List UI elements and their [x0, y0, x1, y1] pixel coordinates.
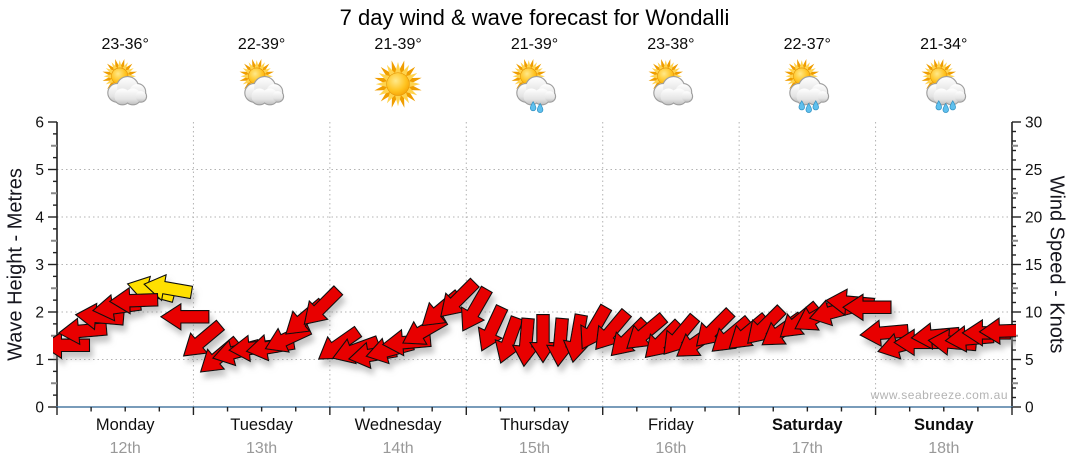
sun-cloud-icon: [193, 57, 329, 118]
day-label-monday: Monday 12th: [57, 416, 193, 466]
svg-text:25: 25: [1025, 162, 1042, 179]
temperature-range: 22-37°: [783, 36, 831, 53]
svg-text:10: 10: [1025, 305, 1043, 322]
day-column-saturday: 22-37°: [739, 36, 875, 118]
temperature-range: 23-36°: [101, 36, 149, 53]
temperature-range: 21-39°: [374, 36, 422, 53]
temperature-range: 22-39°: [237, 36, 286, 53]
day-label-thursday: Thursday 15th: [466, 416, 602, 466]
svg-text:3: 3: [35, 257, 44, 274]
day-date: 18th: [928, 440, 960, 457]
svg-text:20: 20: [1025, 210, 1043, 227]
temperature-range: 21-34°: [920, 36, 968, 53]
day-name: Sunday: [913, 416, 974, 434]
day-date: 12th: [109, 440, 141, 457]
svg-text:30: 30: [1025, 115, 1043, 132]
day-date: 15th: [518, 440, 551, 457]
day-name: Wednesday: [354, 416, 442, 434]
day-label-saturday: Saturday 17th: [739, 416, 875, 466]
day-column-friday: 23-38°: [603, 36, 739, 118]
svg-text:4: 4: [35, 210, 44, 227]
svg-text:2: 2: [35, 305, 44, 322]
sun-cloud-drizzle-icon: [466, 57, 602, 118]
sun-cloud-rain-icon: [739, 57, 875, 118]
day-label-friday: Friday 16th: [603, 416, 739, 466]
day-name: Saturday: [771, 416, 843, 434]
watermark: www.seabreeze.com.au: [870, 388, 1008, 402]
day-label-wednesday: Wednesday 14th: [330, 416, 466, 466]
svg-text:0: 0: [1025, 400, 1034, 417]
sun-cloud-icon: [603, 57, 739, 118]
day-date: 14th: [382, 440, 414, 457]
sun-cloud-icon: [57, 57, 193, 118]
day-column-monday: 23-36°: [57, 36, 193, 118]
sun-cloud-rain-icon: [876, 57, 1012, 118]
day-name: Monday: [95, 416, 155, 434]
day-date: 17th: [791, 440, 823, 457]
svg-text:1: 1: [35, 352, 44, 369]
day-column-wednesday: 21-39°: [330, 36, 466, 118]
page-title: 7 day wind & wave forecast for Wondalli: [339, 5, 730, 30]
svg-text:5: 5: [35, 162, 44, 179]
day-column-sunday: 21-34°: [876, 36, 1012, 118]
day-label-tuesday: Tuesday 13th: [193, 416, 329, 466]
sun-icon: [330, 57, 466, 118]
temperature-range: 21-39°: [510, 36, 559, 53]
left-axis-title: Wave Height - Metres: [4, 168, 27, 361]
day-date: 13th: [246, 440, 278, 457]
day-name: Friday: [647, 416, 694, 434]
day-column-thursday: 21-39°: [466, 36, 602, 118]
temperature-range: 23-38°: [647, 36, 695, 53]
svg-text:6: 6: [35, 115, 44, 132]
day-date: 16th: [655, 440, 687, 457]
svg-text:5: 5: [1025, 352, 1034, 369]
day-column-tuesday: 22-39°: [193, 36, 329, 118]
day-name: Thursday: [500, 416, 569, 434]
day-label-sunday: Sunday 18th: [876, 416, 1012, 466]
day-name: Tuesday: [230, 416, 293, 434]
svg-text:0: 0: [35, 400, 44, 417]
svg-text:15: 15: [1025, 257, 1042, 274]
right-axis-title: Wind Speed - Knots: [1045, 175, 1068, 354]
